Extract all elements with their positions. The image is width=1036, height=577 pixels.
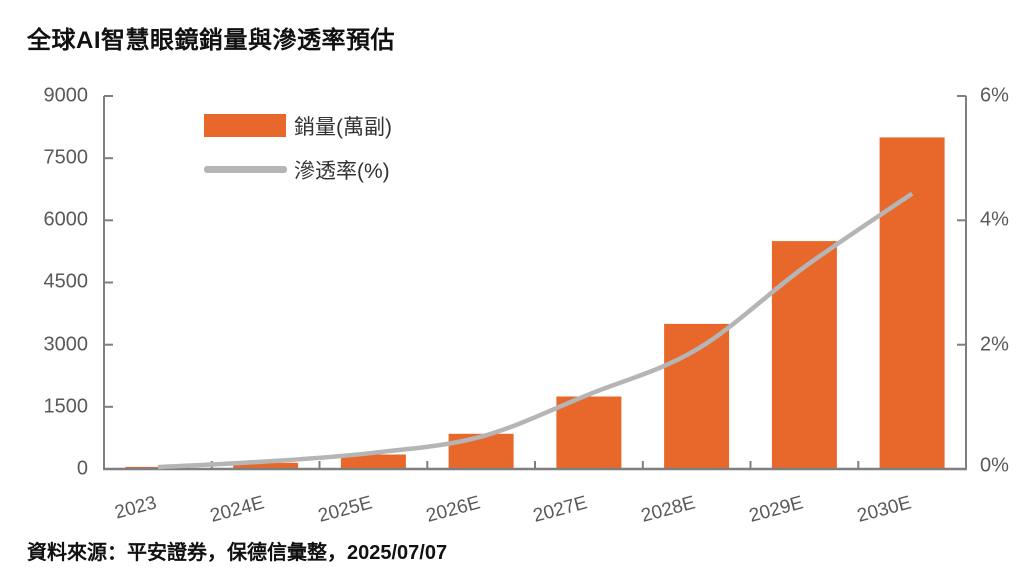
- sales-bar-2030E: [879, 137, 945, 469]
- chart-title: 全球AI智慧眼鏡銷量與滲透率預估: [27, 27, 395, 54]
- sales-bar-2028E: [664, 323, 730, 469]
- left-axis-tick-label: 7500: [43, 146, 89, 169]
- legend-penetration-label: 滲透率(%): [294, 160, 390, 183]
- source-note: 資料來源：平安證券，保德信彙整，2025/07/07: [27, 542, 448, 564]
- sales-bar-2026E: [448, 433, 514, 469]
- legend-sales-swatch: [204, 114, 286, 137]
- right-axis-tick-label: 2%: [980, 333, 1009, 356]
- legend-penetration-swatch: [204, 166, 287, 173]
- right-axis-tick-label: 0%: [980, 454, 1009, 477]
- left-axis-tick-label: 1500: [43, 395, 89, 418]
- right-axis-tick-label: 4%: [980, 208, 1009, 231]
- sales-bar-2029E: [771, 241, 837, 469]
- left-axis-tick-label: 9000: [43, 84, 89, 107]
- sales-bar-2025E: [340, 454, 406, 469]
- sales-bar-2027E: [556, 396, 622, 469]
- left-axis-tick-label: 3000: [43, 333, 89, 356]
- left-axis-tick-label: 0: [76, 457, 88, 480]
- right-axis-tick-label: 6%: [980, 84, 1009, 107]
- legend-sales-label: 銷量(萬副): [294, 116, 392, 139]
- left-axis-tick-label: 4500: [43, 270, 89, 293]
- penetration-line: [157, 191, 914, 470]
- sales-bar-2024E: [233, 462, 299, 469]
- left-axis-tick-label: 6000: [43, 208, 89, 231]
